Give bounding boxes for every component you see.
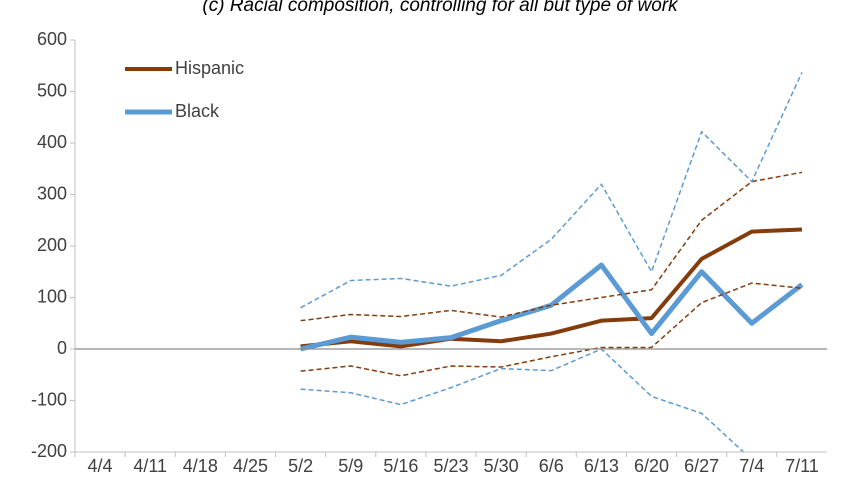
x-tick-label: 6/6 [539, 456, 564, 476]
y-tick-label: 200 [37, 235, 67, 255]
y-tick-label: 600 [37, 29, 67, 49]
x-tick-label: 7/4 [739, 456, 764, 476]
y-tick-label: 100 [37, 286, 67, 306]
interval-line [300, 171, 803, 322]
y-tick-label: 400 [37, 132, 67, 152]
x-tick-label: 5/30 [484, 456, 519, 476]
y-tick-label: -200 [31, 441, 67, 461]
legend-label: Black [175, 101, 220, 121]
x-tick-label: 5/2 [288, 456, 313, 476]
x-tick-label: 5/9 [338, 456, 363, 476]
x-tick-label: 6/20 [634, 456, 669, 476]
y-tick-label: -100 [31, 389, 67, 409]
x-tick-label: 6/27 [684, 456, 719, 476]
chart-title: (c) Racial composition, controlling for … [202, 0, 679, 16]
interval-line [300, 282, 803, 377]
interval-line [300, 72, 803, 309]
series-line [300, 262, 804, 352]
plot-area [300, 72, 804, 452]
series-line [300, 227, 803, 349]
x-tick-label: 4/18 [183, 456, 218, 476]
x-tick-label: 4/4 [88, 456, 113, 476]
y-tick-label: 300 [37, 183, 67, 203]
x-tick-label: 6/13 [584, 456, 619, 476]
y-tick-label: 0 [57, 338, 67, 358]
x-tick-label: 4/25 [233, 456, 268, 476]
y-tick-label: 500 [37, 80, 67, 100]
x-tick-label: 4/11 [133, 456, 167, 476]
x-tick-label: 7/11 [785, 456, 819, 476]
x-tick-label: 5/16 [383, 456, 418, 476]
x-tick-label: 5/23 [433, 456, 468, 476]
legend-label: Hispanic [175, 58, 244, 78]
interval-line [300, 348, 745, 452]
